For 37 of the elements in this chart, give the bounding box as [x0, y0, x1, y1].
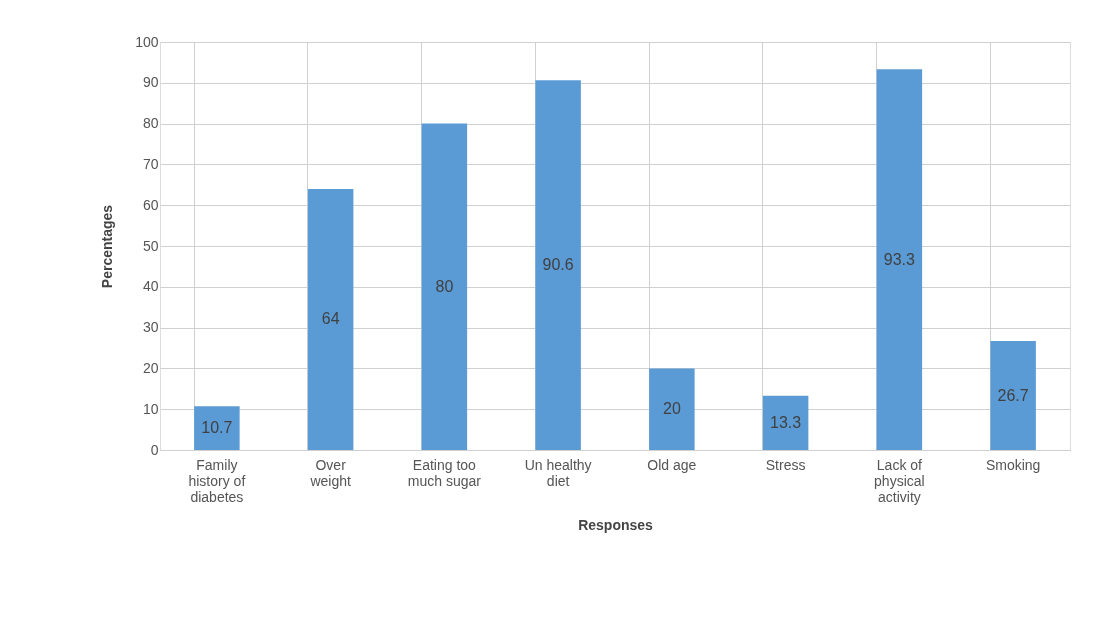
data-label: 10.7	[201, 419, 233, 437]
x-tick-label: Old age	[647, 456, 697, 473]
data-label: 80	[435, 277, 454, 295]
y-tick-label: 0	[150, 441, 159, 458]
data-label: 26.7	[997, 386, 1029, 404]
bar	[421, 123, 468, 450]
bar	[194, 406, 240, 450]
x-tick-label: Un healthy diet	[524, 456, 592, 489]
y-tick-label: 90	[142, 74, 159, 91]
x-tick-label: Smoking	[985, 456, 1041, 473]
y-tick-label: 80	[142, 115, 159, 132]
bar	[535, 80, 581, 450]
y-axis-title: Percentages	[99, 204, 116, 289]
data-label: 13.3	[770, 413, 802, 431]
y-tick-label: 60	[142, 196, 159, 213]
data-label: 93.3	[883, 250, 916, 268]
y-tick-label: 50	[142, 237, 159, 254]
y-tick-label: 100	[135, 33, 159, 50]
bar	[307, 188, 354, 450]
y-tick-label: 20	[142, 359, 159, 376]
y-tick-label: 30	[142, 319, 159, 336]
data-label: 20	[662, 400, 681, 418]
y-tick-label: 70	[142, 155, 159, 172]
x-tick-label: Family history of diabetes	[188, 456, 246, 505]
x-tick-label: Over weight	[309, 456, 351, 489]
y-tick-label: 10	[142, 400, 159, 417]
bar	[762, 395, 809, 450]
bar	[990, 341, 1036, 450]
bar	[649, 368, 695, 450]
bar	[876, 69, 923, 450]
x-tick-label: Stress	[765, 456, 806, 473]
x-axis-title: Responses	[578, 516, 654, 533]
x-tick-label: Eating too much sugar	[407, 456, 482, 489]
data-label: 64	[321, 310, 340, 328]
x-tick-label: Lack of physical activity	[874, 456, 925, 505]
data-label: 90.6	[542, 256, 574, 274]
y-tick-label: 40	[142, 278, 159, 295]
